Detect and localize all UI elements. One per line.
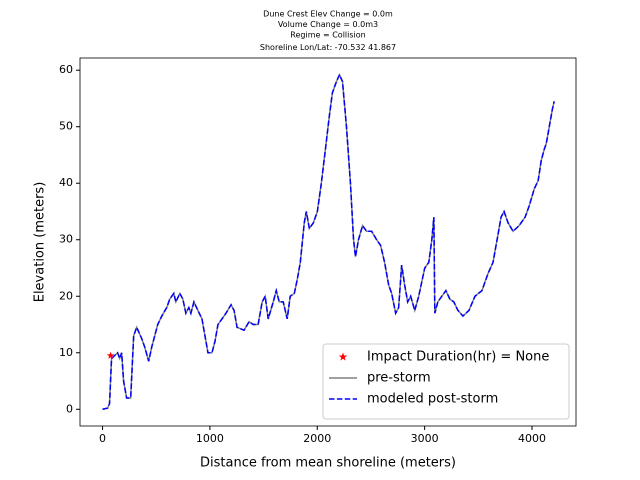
legend-label: modeled post-storm [367,392,498,407]
legend-star [338,352,348,361]
y-tick-label: 0 [66,402,73,415]
title-line: Dune Crest Elev Change = 0.0m [263,10,393,19]
legend-label: Impact Duration(hr) = None [367,350,549,365]
legend-label: pre-storm [367,371,431,386]
y-tick-label: 60 [59,63,73,76]
y-tick-label: 10 [59,346,73,359]
y-tick-label: 20 [59,289,73,302]
y-tick-label: 30 [59,233,73,246]
x-tick-label: 4000 [518,432,546,445]
axes-frame [79,57,577,427]
y-tick-label: 40 [59,176,73,189]
x-tick-label: 0 [99,432,106,445]
legend-box [322,343,570,420]
x-tick-label: 1000 [196,432,224,445]
y-tick-label: 50 [59,120,73,133]
title-line: Regime = Collision [290,31,365,40]
title-line: Volume Change = 0.0m3 [278,20,378,29]
x-tick-label: 3000 [411,432,439,445]
x-tick-label: 2000 [303,432,331,445]
profile-line [102,72,555,411]
x-axis-label: Distance from mean shoreline (meters) [200,456,456,471]
impact-marker [106,351,115,359]
plot-area [102,72,555,411]
title-line: Shoreline Lon/Lat: -70.532 41.867 [260,43,396,52]
y-axis-label: Elevation (meters) [33,182,48,303]
